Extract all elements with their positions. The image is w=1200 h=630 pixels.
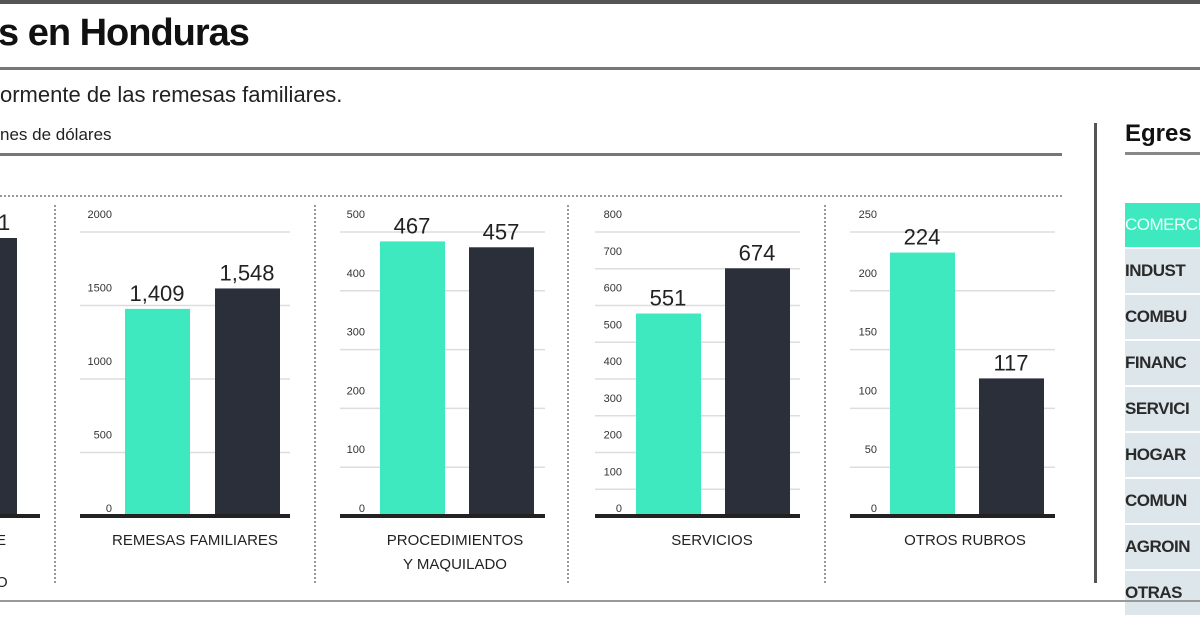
tick-label: 250 [859,209,877,221]
tick-label: 0 [106,503,112,515]
chart-panel: 0 500 1000 1500 2000 1,409 1,548 REMESAS FAMILI… [80,209,290,549]
category-label: OTROS RUBROS [904,532,1026,549]
category-label: SERVICIOS [671,532,752,549]
value-label: 467 [394,213,431,238]
category-label: Y MAQUILADO [403,556,507,573]
tick-label: 200 [604,430,622,442]
tick-label: 100 [859,385,877,397]
chart-panel: 0 100 200 300 400 500 467 457 PROCEDIMIENTOS Y MA… [340,209,545,573]
tick-label: 0 [359,503,365,515]
tick-label: 0 [616,503,622,515]
egresos-list: COMERCIO INDUST COMBU FINANC SERVICI HOG… [1125,203,1200,617]
tick-label: 200 [859,268,877,280]
value-label: 117 [993,350,1028,375]
bar-2024 [469,247,534,516]
tick-label: 1500 [88,283,112,295]
category-label: O [0,574,8,591]
unit-label: nes de dólares [0,125,112,144]
panel-separator [1094,123,1097,583]
tick-label: 500 [347,209,365,221]
chart-panel: 1 E O [0,210,40,591]
list-item: AGROIN [1125,525,1200,571]
tick-label: 300 [604,393,622,405]
bar-2024 [979,378,1044,516]
tick-label: 300 [347,327,365,339]
bar-2023 [125,308,190,516]
value-label: 1 [0,210,10,235]
list-item: COMUN [1125,479,1200,525]
egresos-title: Egres [1125,120,1192,147]
list-item: FINANC [1125,341,1200,387]
tick-label: 100 [604,466,622,478]
bar-2023 [636,313,701,516]
value-label: 551 [650,286,687,311]
chart-panel: 0 50 100 150 200 250 224 117 OTROS RUBROS [850,209,1055,549]
tick-label: 1000 [88,356,112,368]
top-rule [0,0,1200,4]
subtitle: ormente de las remesas familiares. [0,82,343,107]
tick-label: 800 [604,209,622,221]
tick-label: 200 [347,385,365,397]
category-label: PROCEDIMIENTOS [387,532,523,549]
bar-2023 [380,241,445,517]
bottom-rule [0,600,1200,602]
tick-label: 50 [865,444,877,456]
tick-label: 400 [604,356,622,368]
bar-2024 [215,288,280,516]
tick-label: 600 [604,283,622,295]
value-label: 674 [739,240,776,265]
bar-2024 [725,268,790,516]
tick-label: 0 [871,503,877,515]
category-label: REMESAS FAMILIARES [112,532,278,549]
list-item: COMBU [1125,295,1200,341]
tick-label: 500 [94,430,112,442]
value-label: 1,409 [129,281,184,306]
tick-label: 400 [347,268,365,280]
page-title: s en Honduras [0,12,250,54]
value-label: 457 [483,219,520,244]
tick-label: 150 [859,327,877,339]
value-label: 1,548 [219,260,274,285]
list-item: INDUST [1125,249,1200,295]
list-item: SERVICI [1125,387,1200,433]
unit-rule [0,153,1062,156]
list-item: COMERCIO [1125,203,1200,249]
list-item: OTRAS [1125,571,1200,617]
tick-label: 500 [604,319,622,331]
category-label: E [0,532,6,549]
bar-2024 [0,238,17,516]
value-label: 224 [904,225,941,250]
tick-label: 700 [604,246,622,258]
title-rule [0,67,1200,70]
egresos-rule [1125,152,1200,155]
tick-label: 2000 [88,209,112,221]
list-item: HOGAR [1125,433,1200,479]
chart-panel: 0 100 200 300 400 500 600 700 800 551 674 SERVICIOS [595,209,800,549]
bar-2023 [890,252,955,517]
tick-label: 100 [347,444,365,456]
